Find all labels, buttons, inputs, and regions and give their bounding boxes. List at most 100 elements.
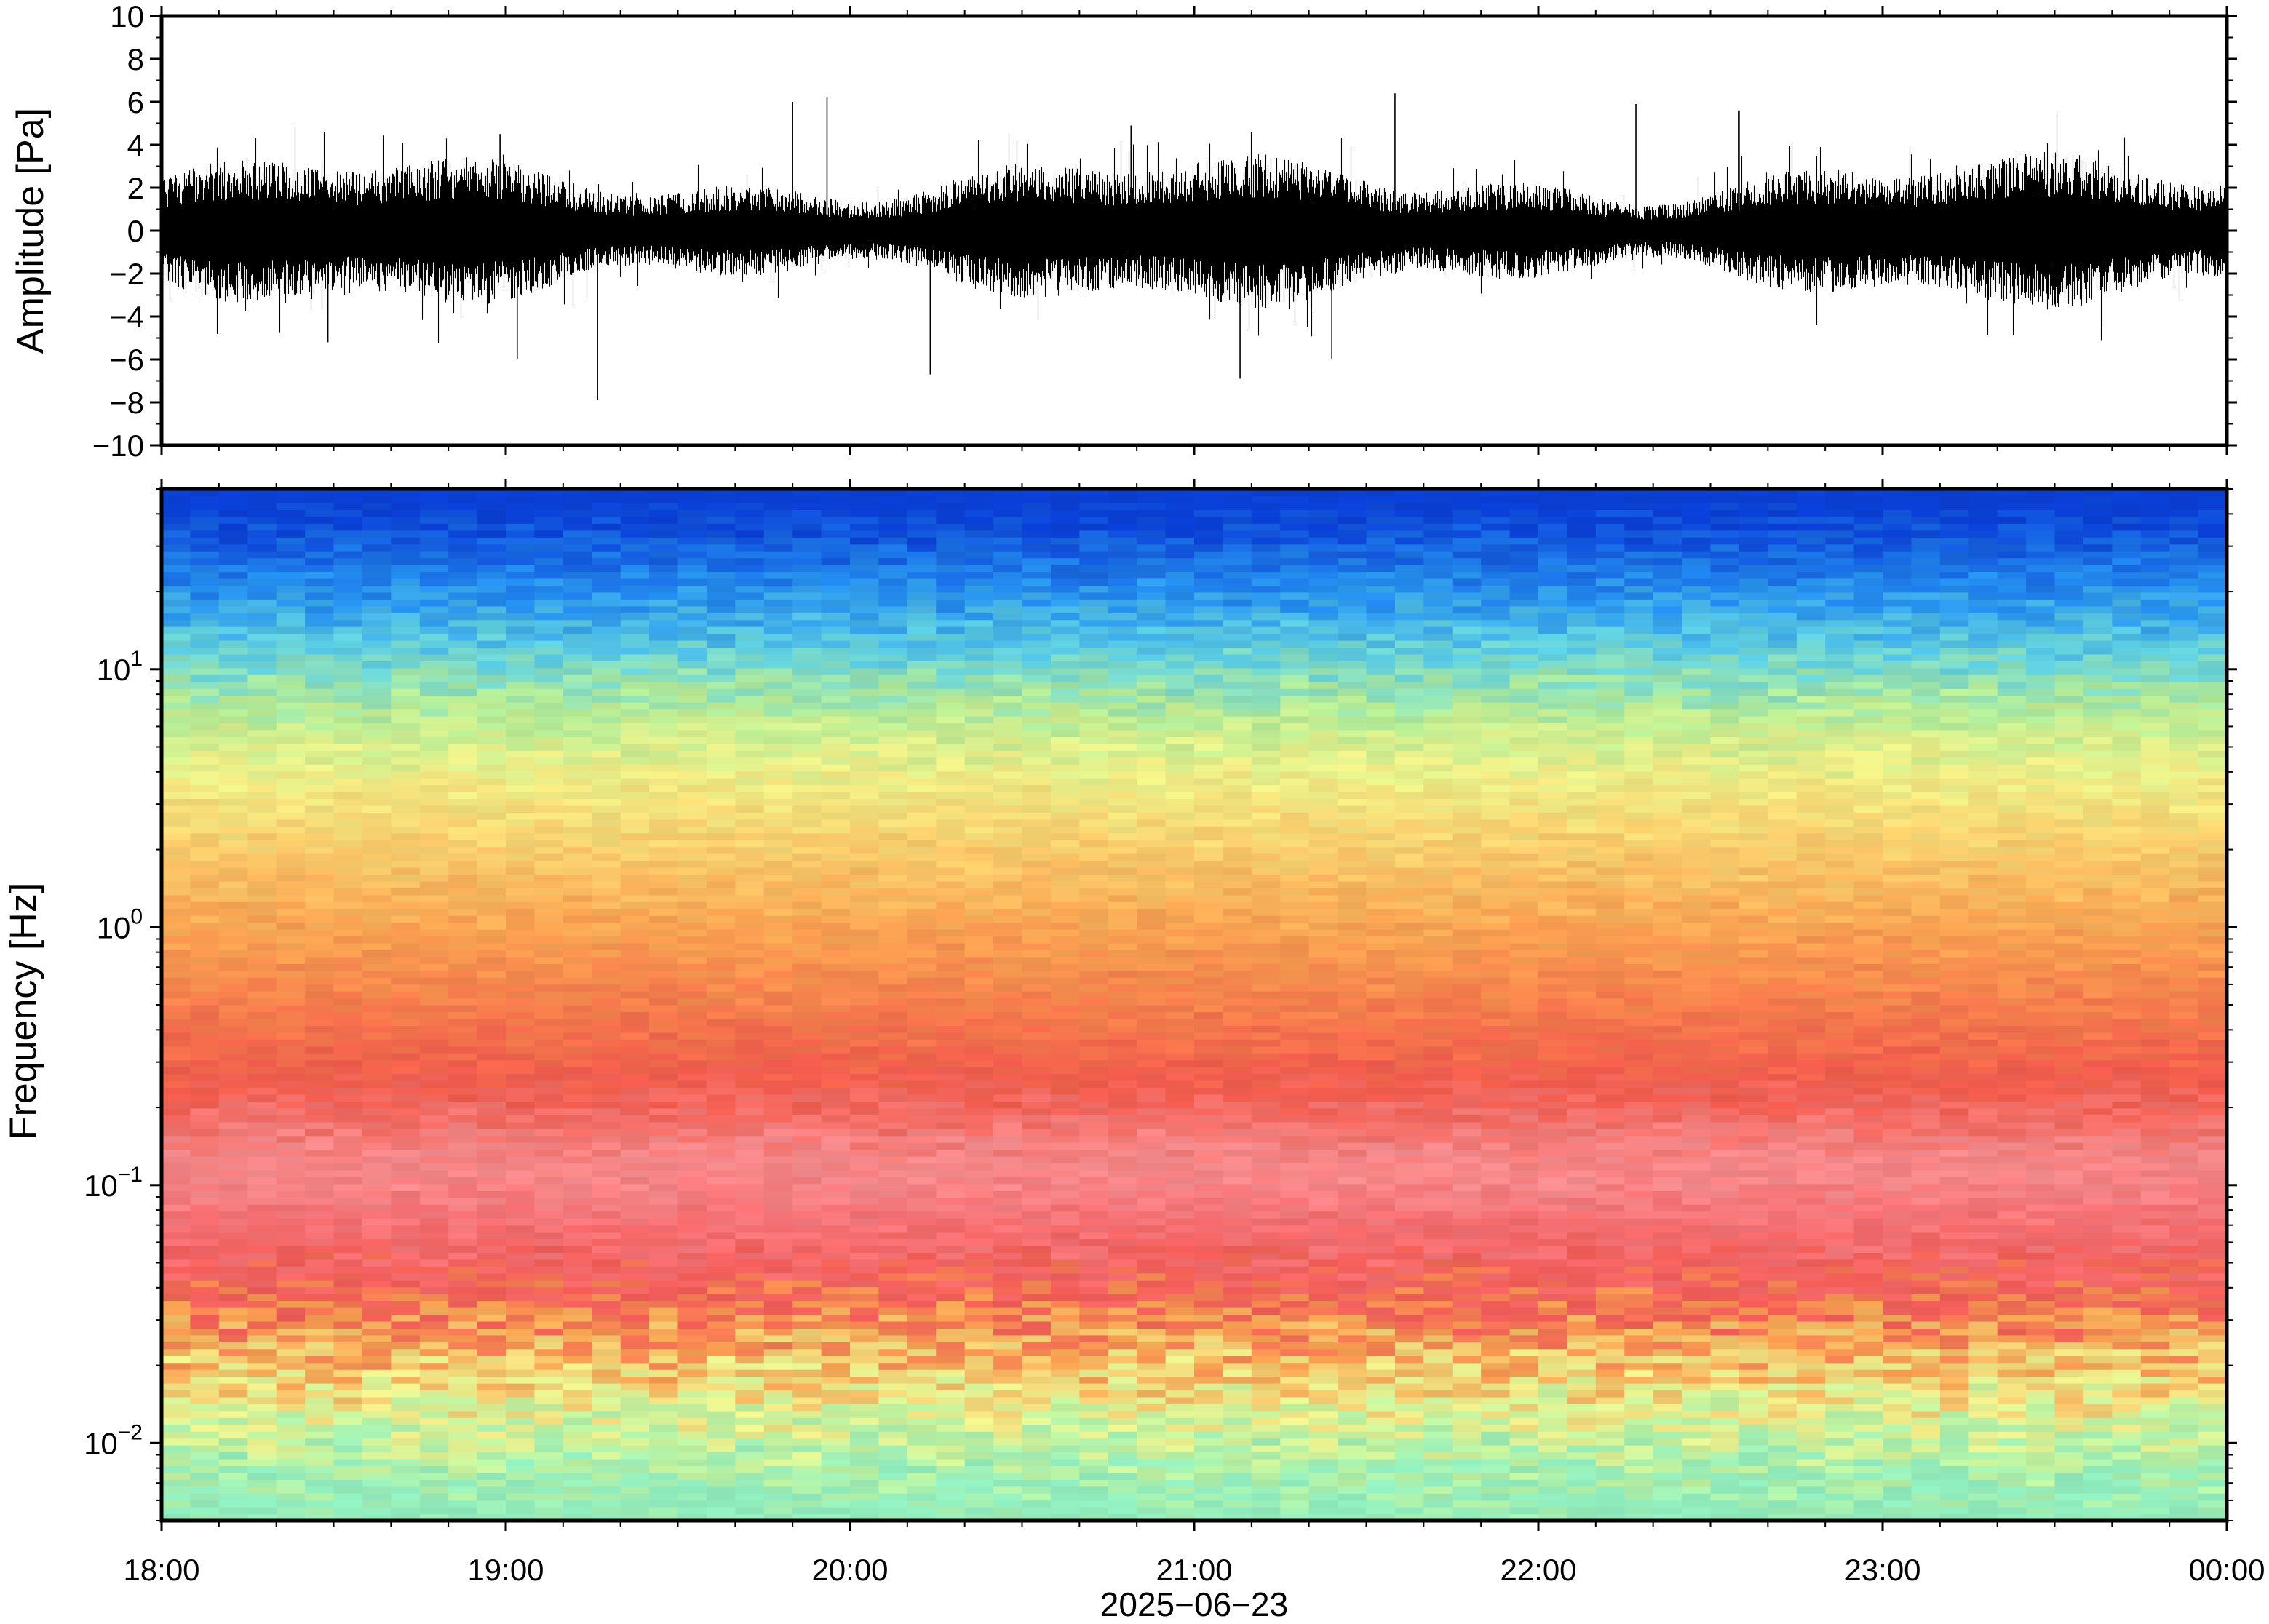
- spectrogram-cell: [850, 915, 879, 923]
- spectrogram-cell: [850, 516, 879, 524]
- spectrogram-cell: [448, 1500, 478, 1508]
- spectrogram-cell: [391, 661, 421, 669]
- spectrogram-cell: [763, 716, 793, 724]
- y-tick-label: 4: [127, 128, 144, 162]
- spectrogram-cell: [1022, 571, 1052, 579]
- spectrogram-cell: [362, 1238, 392, 1246]
- spectrogram-cell: [735, 922, 765, 930]
- spectrogram-cell: [936, 764, 966, 772]
- spectrogram-cell: [964, 1382, 994, 1390]
- spectrogram-cell: [1079, 929, 1109, 937]
- spectrogram-cell: [677, 1376, 707, 1384]
- spectrogram-cell: [190, 516, 220, 524]
- spectrogram-cell: [649, 784, 679, 792]
- spectrogram-cell: [1079, 1410, 1109, 1418]
- spectrogram-cell: [907, 647, 937, 655]
- spectrogram-cell: [850, 1445, 879, 1453]
- spectrogram-cell: [878, 908, 908, 916]
- spectrogram-cell: [477, 853, 506, 861]
- spectrogram-cell: [850, 1438, 879, 1446]
- spectrogram-cell: [1079, 1328, 1109, 1336]
- spectrogram-cell: [592, 1211, 621, 1219]
- spectrogram-cell: [964, 1445, 994, 1453]
- spectrogram-cell: [506, 1513, 535, 1521]
- spectrogram-cell: [878, 1410, 908, 1418]
- spectrogram-cell: [1022, 1059, 1052, 1067]
- spectrogram-cell: [247, 729, 277, 737]
- spectrogram-cell: [362, 729, 392, 737]
- spectrogram-cell: [1079, 1142, 1109, 1150]
- spectrogram-cell: [333, 1479, 363, 1487]
- spectrogram-cell: [592, 1107, 621, 1115]
- spectrogram-cell: [419, 1431, 449, 1439]
- spectrogram-cell: [592, 723, 621, 731]
- spectrogram-cell: [592, 1046, 621, 1054]
- spectrogram-cell: [763, 1404, 793, 1412]
- spectrogram-cell: [506, 544, 535, 552]
- spectrogram-cell: [218, 1087, 248, 1095]
- spectrogram-cell: [993, 942, 1023, 950]
- spectrogram-cell: [276, 812, 306, 820]
- spectrogram-cell: [1079, 778, 1109, 786]
- spectrogram-cell: [1050, 942, 1080, 950]
- spectrogram-cell: [162, 1314, 191, 1322]
- spectrogram-cell: [419, 1073, 449, 1081]
- spectrogram-cell: [763, 894, 793, 902]
- spectrogram-cell: [506, 1169, 535, 1177]
- spectrogram-cell: [534, 888, 564, 896]
- spectrogram-cell: [419, 667, 449, 675]
- spectrogram-cell: [419, 1169, 449, 1177]
- spectrogram-cell: [391, 1493, 421, 1501]
- spectrogram-cell: [305, 1238, 335, 1246]
- spectrogram-cell: [850, 565, 879, 573]
- spectrogram-cell: [534, 1094, 564, 1102]
- spectrogram-cell: [907, 915, 937, 923]
- spectrogram-cell: [878, 1390, 908, 1398]
- spectrogram-cell: [649, 1135, 679, 1143]
- spectrogram-cell: [993, 1218, 1023, 1226]
- spectrogram-cell: [993, 840, 1023, 848]
- spectrogram-cell: [448, 1294, 478, 1302]
- spectrogram-cell: [362, 956, 392, 964]
- spectrogram-cell: [936, 894, 966, 902]
- spectrogram-cell: [162, 1121, 191, 1129]
- spectrogram-cell: [1050, 502, 1080, 510]
- spectrogram-cell: [333, 667, 363, 675]
- spectrogram-cell: [821, 757, 851, 765]
- spectrogram-cell: [850, 901, 879, 909]
- spectrogram-cell: [162, 1369, 191, 1377]
- spectrogram-cell: [993, 1025, 1023, 1033]
- spectrogram-cell: [735, 929, 765, 937]
- spectrogram-cell: [563, 723, 592, 731]
- spectrogram-cell: [1022, 1094, 1052, 1102]
- spectrogram-cell: [907, 1211, 937, 1219]
- spectrogram-cell: [620, 1417, 650, 1425]
- spectrogram-cell: [563, 1493, 592, 1501]
- spectrogram-cell: [362, 565, 392, 573]
- spectrogram-cell: [247, 571, 277, 579]
- spectrogram-cell: [247, 791, 277, 799]
- spectrogram-cell: [534, 647, 564, 655]
- spectrogram-cell: [649, 1190, 679, 1198]
- spectrogram-cell: [333, 1382, 363, 1390]
- spectrogram-cell: [506, 1342, 535, 1350]
- spectrogram-cell: [448, 1259, 478, 1267]
- spectrogram-cell: [878, 1025, 908, 1033]
- spectrogram-cell: [276, 1410, 306, 1418]
- spectrogram-cell: [850, 757, 879, 765]
- spectrogram-cell: [706, 942, 736, 950]
- spectrogram-cell: [333, 826, 363, 834]
- spectrogram-cell: [706, 984, 736, 992]
- spectrogram-cell: [362, 840, 392, 848]
- spectrogram-cell: [821, 963, 851, 971]
- spectrogram-cell: [1022, 626, 1052, 634]
- spectrogram-cell: [964, 633, 994, 641]
- spectrogram-cell: [1050, 1493, 1080, 1501]
- spectrogram-cell: [850, 592, 879, 600]
- spectrogram-cell: [362, 1507, 392, 1515]
- spectrogram-cell: [850, 977, 879, 985]
- spectrogram-cell: [305, 1025, 335, 1033]
- spectrogram-cell: [850, 1382, 879, 1390]
- spectrogram-cell: [821, 1190, 851, 1198]
- spectrogram-cell: [276, 1479, 306, 1487]
